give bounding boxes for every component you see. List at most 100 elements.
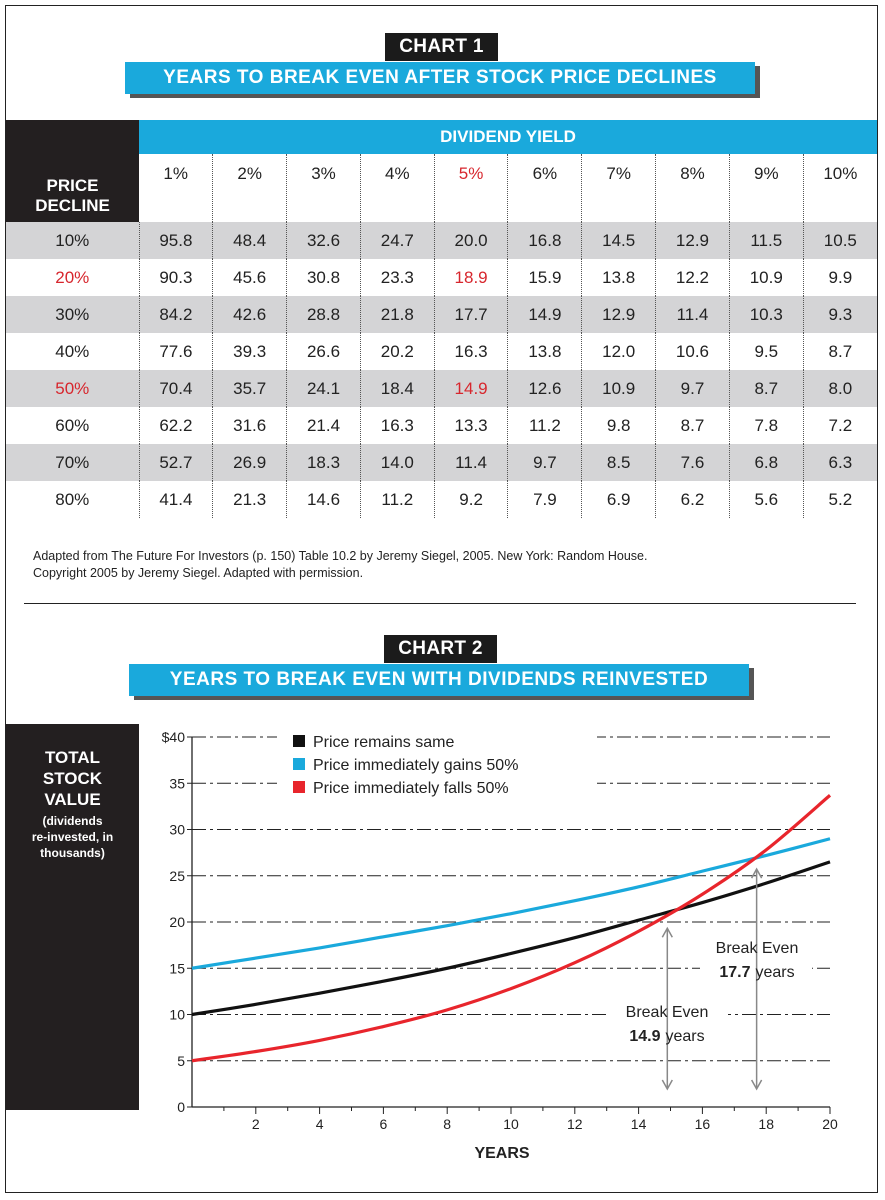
y-tick-label: 5 [177, 1053, 185, 1069]
row-label: 20% [6, 259, 140, 296]
table-cell: 24.7 [360, 222, 435, 259]
table-cell: 20.0 [434, 222, 509, 259]
legend-label: Price immediately falls 50% [313, 780, 509, 797]
table-row: 80% 41.4 21.3 14.6 11.2 9.2 7.9 6.9 6.2 5.6 5.2 [6, 481, 877, 518]
table-cell: 6.8 [729, 444, 804, 481]
series-line-2 [191, 837, 831, 970]
y-axis-sublabel-line3: thousands) [40, 846, 105, 860]
legend-swatch [293, 758, 305, 770]
table-cell: 14.9 [507, 296, 583, 333]
break-even-unit: years [666, 1028, 705, 1045]
table-cell: 7.9 [507, 481, 583, 518]
chart1-badge: CHART 1 [385, 33, 498, 61]
table-cell: 9.3 [803, 296, 877, 333]
x-tick-label: 2 [252, 1116, 260, 1132]
table-cell: 11.2 [360, 481, 435, 518]
break-even-arrow-2-head-down [750, 1079, 763, 1091]
y-tick-label: 25 [169, 868, 185, 884]
x-tick-label: 6 [380, 1116, 388, 1132]
table-cell: 9.7 [655, 370, 730, 407]
y-axis-sublabel-line1: (dividends [42, 814, 103, 828]
column-header: 6% [507, 154, 583, 222]
table-cell: 7.2 [803, 407, 877, 444]
table-cell: 13.8 [507, 333, 583, 370]
table-cell: 5.2 [803, 481, 877, 518]
table-cell: 16.8 [507, 222, 583, 259]
table-cell: 6.9 [581, 481, 657, 518]
series-line-3 [191, 794, 832, 1063]
table-cell: 32.6 [286, 222, 361, 259]
table-cell: 12.9 [581, 296, 657, 333]
table-cell: 28.8 [286, 296, 361, 333]
table-cell: 30.8 [286, 259, 361, 296]
table-body: 10% 95.8 48.4 32.6 24.7 20.0 16.8 14.5 12.9 11.5 1… [6, 222, 877, 518]
legend-background [277, 729, 597, 799]
y-axis-label-line2: STOCK [42, 769, 103, 788]
column-header: 9% [729, 154, 804, 222]
column-header: 7% [581, 154, 657, 222]
y-tick-label: 35 [169, 775, 185, 791]
table-cell: 12.0 [581, 333, 657, 370]
table-cell: 10.6 [655, 333, 730, 370]
y-tick-label: 15 [169, 960, 185, 976]
table-cell: 52.7 [139, 444, 214, 481]
table-cell: 42.6 [212, 296, 288, 333]
table-cell: 35.7 [212, 370, 288, 407]
table-cell: 14.5 [581, 222, 657, 259]
y-tick-label: $40 [162, 729, 186, 745]
table-cell: 14.9 [434, 370, 509, 407]
table-cell: 8.5 [581, 444, 657, 481]
table-cell: 9.9 [803, 259, 877, 296]
row-label: 10% [6, 222, 140, 259]
table-cell: 9.8 [581, 407, 657, 444]
table-cell: 11.4 [655, 296, 730, 333]
break-even-arrow-1-head-up [661, 926, 673, 938]
y-axis-label-line3: VALUE [44, 790, 101, 809]
x-tick-label: 18 [758, 1116, 774, 1132]
series-line-1 [191, 860, 831, 1017]
table-cell: 11.5 [729, 222, 804, 259]
page-frame [5, 5, 878, 1193]
table-cell: 16.3 [360, 407, 435, 444]
row-label: 60% [6, 407, 140, 444]
table-cell: 84.2 [139, 296, 214, 333]
table-cell: 16.3 [434, 333, 509, 370]
row-label: 70% [6, 444, 140, 481]
table-row: 20% 90.3 45.6 30.8 23.3 18.9 15.9 13.8 12.2 10.9 9… [6, 259, 877, 296]
break-even-label: Break Even [716, 940, 799, 957]
y-tick-label: 0 [177, 1099, 185, 1115]
column-header: 4% [360, 154, 435, 222]
table-cell: 90.3 [139, 259, 214, 296]
break-even-unit: years [756, 964, 795, 981]
price-decline-header: PRICE DECLINE [6, 120, 139, 222]
table-cell: 13.3 [434, 407, 509, 444]
series-lines [191, 794, 832, 1063]
table-cell: 8.0 [803, 370, 877, 407]
break-even-value: 14.9 years [629, 1028, 704, 1045]
table-cell: 31.6 [212, 407, 288, 444]
table-cell: 12.2 [655, 259, 730, 296]
table-cell: 10.3 [729, 296, 804, 333]
table-row: 60% 62.2 31.6 21.4 16.3 13.3 11.2 9.8 8.7 7.8 7.2 [6, 407, 877, 444]
break-even-value: 17.7 years [719, 964, 794, 981]
table-cell: 13.8 [581, 259, 657, 296]
table-cell: 9.2 [434, 481, 509, 518]
source-note-line2: Copyright 2005 by Jeremy Siegel. Adapted… [33, 566, 364, 580]
table-row: 10% 95.8 48.4 32.6 24.7 20.0 16.8 14.5 12.9 11.5 1… [6, 222, 877, 259]
x-tick-label: 20 [822, 1116, 838, 1132]
column-header: 1% [139, 154, 214, 222]
y-axis-label-line1: TOTAL [44, 748, 101, 767]
table-cell: 18.3 [286, 444, 361, 481]
table-cell: 6.2 [655, 481, 730, 518]
table-cell: 18.9 [434, 259, 509, 296]
table-cell: 8.7 [803, 333, 877, 370]
y-tick-label: 30 [169, 822, 185, 838]
source-note-line1: Adapted from The Future For Investors (p… [33, 549, 648, 563]
axes: 0 5 10 15 20 25 30 35 $40 2 4 6 8 10 12 14 16 18 20 [162, 729, 838, 1132]
table-cell: 9.5 [729, 333, 804, 370]
x-tick-label: 4 [316, 1116, 324, 1132]
table-cell: 21.4 [286, 407, 361, 444]
legend-swatch [293, 781, 305, 793]
table-cell: 5.6 [729, 481, 804, 518]
